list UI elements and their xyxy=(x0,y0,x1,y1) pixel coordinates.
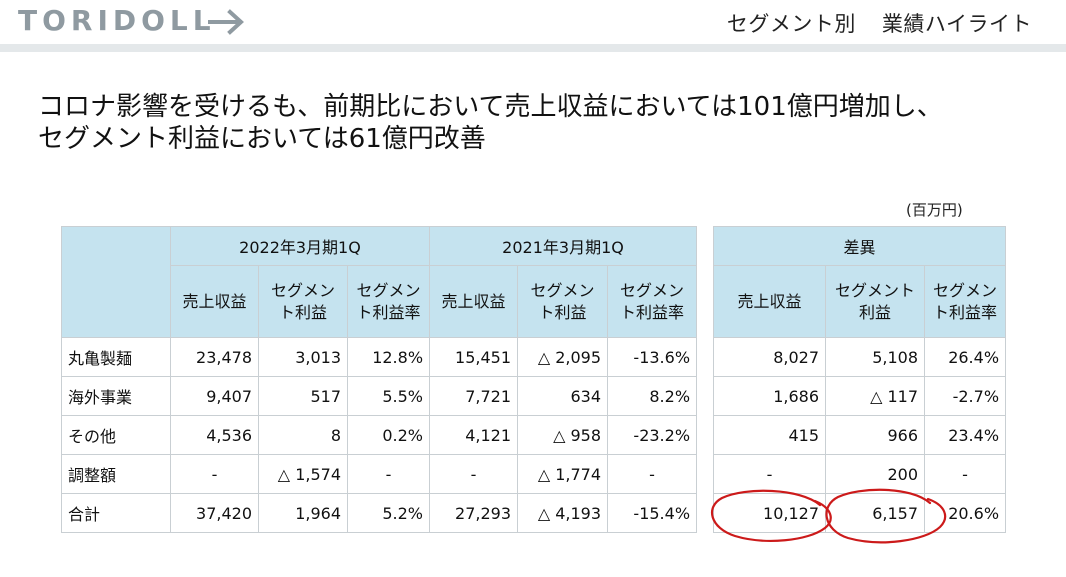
table-row-total: 合計 37,420 1,964 5.2% 27,293 △ 4,193 -15.… xyxy=(61,493,698,533)
top-bar: TORIDOLL セグメント別 業績ハイライト xyxy=(0,0,1066,44)
cell: 3,013 xyxy=(258,337,348,377)
row-label: 合計 xyxy=(61,493,171,533)
cell: -13.6% xyxy=(607,337,698,377)
table-row-total: 10,127 6,157 20.6% xyxy=(713,493,1007,533)
row-label: 丸亀製麺 xyxy=(61,337,171,377)
headline-line-2: セグメント利益においては61億円改善 xyxy=(38,124,486,154)
row-label: その他 xyxy=(61,415,171,455)
header-divider xyxy=(0,44,1066,52)
cell: - xyxy=(713,454,826,494)
col-revenue-diff: 売上収益 xyxy=(713,265,826,338)
cell: 15,451 xyxy=(429,337,519,377)
page-title: セグメント別 業績ハイライト xyxy=(727,8,1032,38)
cell: 1,964 xyxy=(258,493,348,533)
cell: 20.6% xyxy=(923,493,1007,533)
table-row: 415 966 23.4% xyxy=(713,415,1007,455)
cell: -23.2% xyxy=(607,415,698,455)
cell: - xyxy=(346,454,431,494)
row-label: 海外事業 xyxy=(61,376,171,416)
row-label: 調整額 xyxy=(61,454,171,494)
cell: 23.4% xyxy=(923,415,1007,455)
cell: -2.7% xyxy=(923,376,1007,416)
cell: 8 xyxy=(258,415,348,455)
cell: 9,407 xyxy=(170,376,259,416)
cell: - xyxy=(607,454,698,494)
headline: コロナ影響を受けるも、前期比において売上収益においては101億円増加し、 セグメ… xyxy=(38,91,943,155)
table-row: 海外事業 9,407 517 5.5% 7,721 634 8.2% xyxy=(61,376,698,416)
cell: -15.4% xyxy=(607,493,698,533)
cell: - xyxy=(923,454,1007,494)
col-revenue-current: 売上収益 xyxy=(170,265,259,338)
cell: 26.4% xyxy=(923,337,1007,377)
cell: 37,420 xyxy=(170,493,259,533)
table-row: 丸亀製麺 23,478 3,013 12.8% 15,451 △ 2,095 -… xyxy=(61,337,698,377)
cell: △ 1,774 xyxy=(517,454,609,494)
table-row: - 200 - xyxy=(713,454,1007,494)
cell: 27,293 xyxy=(429,493,519,533)
cell: △ 117 xyxy=(825,376,925,416)
cell: 4,121 xyxy=(429,415,519,455)
cell: - xyxy=(429,454,519,494)
page-title-highlight: 業績ハイライト xyxy=(881,12,1032,36)
cell: 4,536 xyxy=(170,415,259,455)
cell: △ 958 xyxy=(517,415,609,455)
col-profit-prior: セグメン ト利益 xyxy=(517,265,609,338)
cell: 5.5% xyxy=(346,376,431,416)
cell: 415 xyxy=(713,415,826,455)
col-margin-current: セグメン ト利益率 xyxy=(346,265,431,338)
col-margin-prior: セグメン ト利益率 xyxy=(607,265,698,338)
cell: 634 xyxy=(517,376,609,416)
cell: △ 2,095 xyxy=(517,337,609,377)
period-current-header: 2022年3月期1Q xyxy=(169,226,431,266)
toridoll-logo: TORIDOLL xyxy=(18,4,216,37)
cell: 966 xyxy=(825,415,925,455)
cell: 1,686 xyxy=(713,376,826,416)
cell: 5,108 xyxy=(825,337,925,377)
arrow-right-icon xyxy=(208,9,244,35)
col-margin-diff: セグメン ト利益率 xyxy=(923,265,1007,338)
page-title-segment: セグメント別 xyxy=(726,12,856,36)
cell: 200 xyxy=(825,454,925,494)
col-revenue-prior: 売上収益 xyxy=(429,265,519,338)
cell: 23,478 xyxy=(170,337,259,377)
difference-header: 差異 xyxy=(712,226,1007,266)
difference-table: 差異 売上収益 セグメント 利益 セグメン ト利益率 8,027 5,108 26.… xyxy=(712,226,1007,533)
table-row: 1,686 △ 117 -2.7% xyxy=(713,376,1007,416)
cell: △ 4,193 xyxy=(517,493,609,533)
cell: 0.2% xyxy=(346,415,431,455)
cell: 8,027 xyxy=(713,337,826,377)
cell: - xyxy=(170,454,259,494)
period-prior-header: 2021年3月期1Q xyxy=(429,226,698,266)
table-row: 8,027 5,108 26.4% xyxy=(713,337,1007,377)
cell: △ 1,574 xyxy=(258,454,348,494)
col-profit-current: セグメン ト利益 xyxy=(258,265,348,338)
headline-line-1: コロナ影響を受けるも、前期比において売上収益においては101億円増加し、 xyxy=(38,92,943,122)
cell: 5.2% xyxy=(346,493,431,533)
cell: 517 xyxy=(258,376,348,416)
table-row: その他 4,536 8 0.2% 4,121 △ 958 -23.2% xyxy=(61,415,698,455)
cell: 7,721 xyxy=(429,376,519,416)
cell: 10,127 xyxy=(713,493,826,533)
row-label-header xyxy=(61,226,171,338)
unit-label: (百万円) xyxy=(906,201,963,219)
table-row: 調整額 - △ 1,574 - - △ 1,774 - xyxy=(61,454,698,494)
col-profit-diff: セグメント 利益 xyxy=(825,265,925,338)
results-table: 2022年3月期1Q 2021年3月期1Q 売上収益 セグメン ト利益 セグメント… xyxy=(61,226,698,533)
cell: 12.8% xyxy=(346,337,431,377)
cell: 6,157 xyxy=(825,493,925,533)
cell: 8.2% xyxy=(607,376,698,416)
